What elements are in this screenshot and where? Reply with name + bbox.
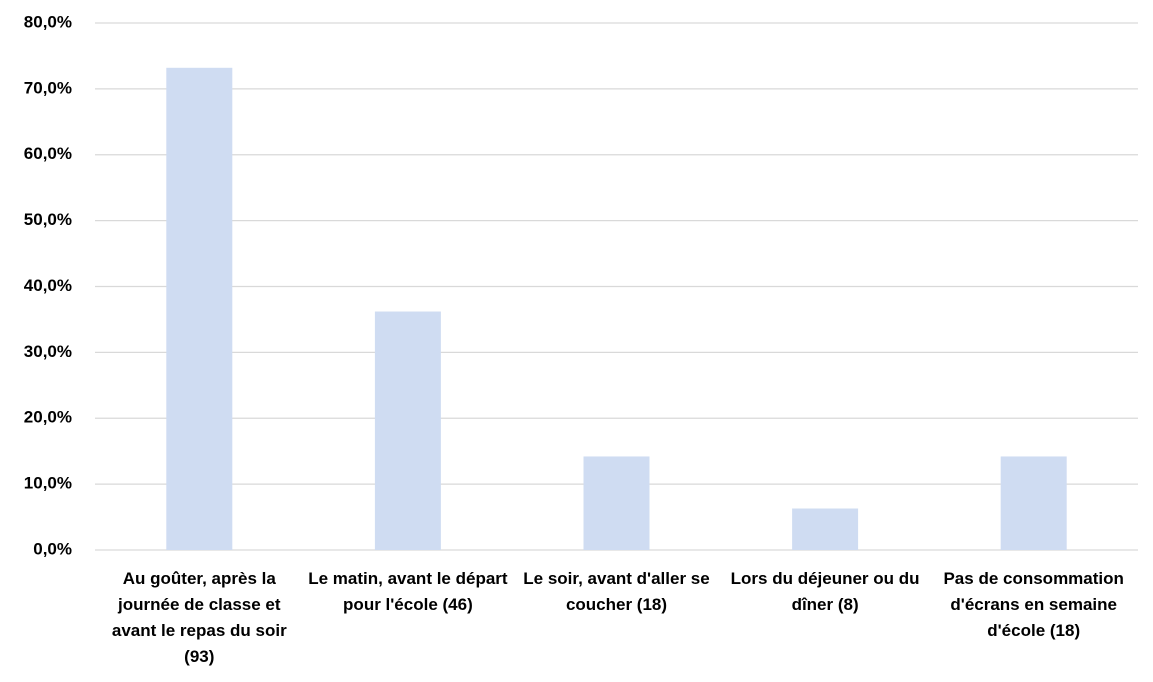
bar (792, 508, 859, 550)
bar (583, 456, 650, 550)
y-tick-label: 70,0% (24, 78, 72, 97)
x-tick-label: Au goûter, après la journée de classe et… (111, 569, 287, 666)
bar (1000, 456, 1067, 550)
x-tick-label: Lors du déjeuner ou du dîner (8) (730, 569, 920, 614)
y-tick-label: 50,0% (24, 210, 72, 229)
x-tick-label: Pas de consommation d'écrans en semaine … (943, 569, 1124, 640)
y-tick-label: 60,0% (24, 144, 72, 163)
y-tick-label: 40,0% (24, 276, 72, 295)
y-tick-label: 80,0% (24, 12, 72, 31)
bar (166, 67, 233, 551)
y-tick-label: 0,0% (33, 539, 72, 558)
bar (374, 311, 441, 550)
y-tick-label: 10,0% (24, 474, 72, 493)
x-tick-label: Le matin, avant le départ pour l'école (… (308, 569, 508, 614)
y-tick-label: 30,0% (24, 342, 72, 361)
x-tick-label: Le soir, avant d'aller se coucher (18) (523, 569, 710, 614)
y-tick-label: 20,0% (24, 408, 72, 427)
